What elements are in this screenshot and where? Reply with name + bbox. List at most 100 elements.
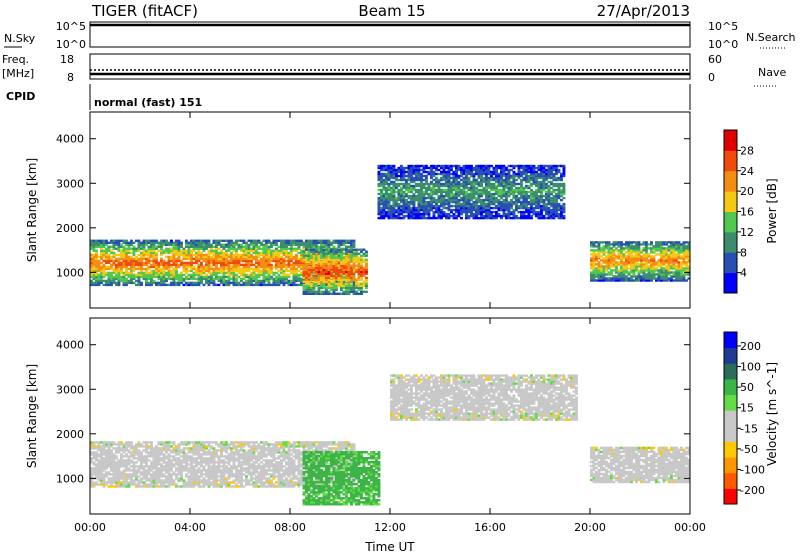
- heatmap-cell: [672, 243, 676, 246]
- heatmap-cell: [545, 170, 548, 174]
- heatmap-cell: [137, 243, 141, 246]
- heatmap-cell: [362, 268, 366, 271]
- heatmap-cell: [325, 245, 328, 248]
- heatmap-cell: [555, 166, 558, 170]
- heatmap-cell: [120, 243, 123, 246]
- heatmap-cell: [647, 275, 651, 278]
- heatmap-cell: [550, 174, 553, 178]
- heatmap-cell: [520, 196, 523, 200]
- heatmap-cell: [215, 273, 218, 277]
- heatmap-cell: [482, 172, 486, 176]
- heatmap-cell: [185, 281, 188, 285]
- heatmap-cell: [400, 168, 403, 172]
- heatmap-cell: [300, 265, 303, 269]
- heatmap-cell: [607, 257, 611, 260]
- heatmap-cell: [642, 277, 646, 280]
- heatmap-cell: [115, 281, 118, 285]
- heatmap-cell: [485, 170, 488, 174]
- heatmap-cell: [342, 286, 346, 289]
- heatmap-cell: [177, 257, 181, 261]
- heatmap-cell: [652, 277, 656, 280]
- heatmap-cell: [650, 265, 653, 268]
- heatmap-cell: [340, 292, 343, 295]
- heatmap-cell: [192, 277, 196, 281]
- heatmap-cell: [115, 265, 118, 269]
- heatmap-cell: [442, 190, 446, 194]
- heatmap-cell: [512, 200, 516, 204]
- heatmap-cell: [440, 182, 443, 186]
- heatmap-cell: [252, 251, 256, 255]
- heatmap-cell: [195, 241, 198, 244]
- heatmap-cell: [380, 188, 383, 192]
- heatmap-cell: [172, 279, 176, 283]
- heatmap-cell: [152, 263, 156, 267]
- heatmap-cell: [140, 281, 143, 285]
- heatmap-cell: [175, 271, 178, 275]
- heatmap-cell: [202, 245, 206, 248]
- heatmap-cell: [137, 265, 141, 269]
- heatmap-cell: [480, 208, 483, 212]
- heatmap-cell: [607, 263, 611, 266]
- heatmap-cell: [255, 281, 258, 285]
- heatmap-cell: [440, 208, 443, 212]
- heatmap-cell: [200, 265, 203, 269]
- heatmap-cell: [267, 251, 271, 255]
- heatmap-cell: [590, 253, 593, 256]
- heatmap-cell: [672, 267, 676, 270]
- heatmap-cell: [347, 280, 351, 283]
- heatmap-cell: [532, 194, 536, 198]
- freq-strip: Freq. [MHz] 18 8 60 0 Nave: [2, 53, 786, 87]
- heatmap-cell: [132, 281, 136, 285]
- heatmap-cell: [150, 277, 153, 281]
- heatmap-cell: [172, 241, 176, 244]
- heatmap-cell: [285, 243, 288, 246]
- heatmap-cell: [645, 279, 648, 282]
- heatmap-cell: [675, 259, 678, 262]
- heatmap-cell: [397, 174, 401, 178]
- heatmap-cell: [122, 253, 126, 257]
- heatmap-cell: [120, 261, 123, 265]
- heatmap-cell: [377, 206, 381, 210]
- heatmap-cell: [342, 256, 346, 259]
- heatmap-cell: [225, 279, 228, 283]
- heatmap-cell: [602, 269, 606, 272]
- heatmap-cell: [672, 257, 676, 260]
- heatmap-cell: [307, 252, 311, 255]
- heatmap-cell: [322, 274, 326, 277]
- heatmap-cell: [125, 243, 128, 246]
- heatmap-cell: [535, 176, 538, 180]
- heatmap-cell: [302, 252, 306, 255]
- heatmap-cell: [250, 257, 253, 261]
- heatmap-cell: [112, 239, 116, 242]
- heatmap-cell: [170, 283, 173, 287]
- heatmap-cell: [380, 206, 383, 210]
- heatmap-cell: [415, 208, 418, 212]
- heatmap-cell: [277, 239, 281, 242]
- heatmap-cell: [620, 277, 623, 280]
- heatmap-cell: [392, 202, 396, 206]
- heatmap-cell: [190, 269, 193, 273]
- heatmap-cell: [495, 188, 498, 192]
- heatmap-cell: [147, 277, 151, 281]
- heatmap-cell: [197, 247, 201, 250]
- heatmap-cell: [445, 198, 448, 202]
- heatmap-cell: [295, 243, 298, 246]
- heatmap-cell: [187, 251, 191, 255]
- heatmap-cell: [350, 276, 353, 279]
- heatmap-cell: [265, 245, 268, 248]
- heatmap-cell: [192, 249, 196, 252]
- heatmap-cell: [230, 273, 233, 277]
- heatmap-cell: [485, 202, 488, 206]
- heatmap-cell: [432, 182, 436, 186]
- heatmap-cell: [302, 284, 306, 287]
- heatmap-cell: [365, 290, 368, 293]
- heatmap-cell: [637, 253, 641, 256]
- heatmap-cell: [452, 182, 456, 186]
- heatmap-cell: [312, 264, 316, 267]
- heatmap-cell: [487, 176, 491, 180]
- heatmap-cell: [267, 241, 271, 244]
- heatmap-cell: [510, 186, 513, 190]
- heatmap-cell: [332, 250, 336, 253]
- heatmap-cell: [200, 245, 203, 248]
- heatmap-cell: [447, 200, 451, 204]
